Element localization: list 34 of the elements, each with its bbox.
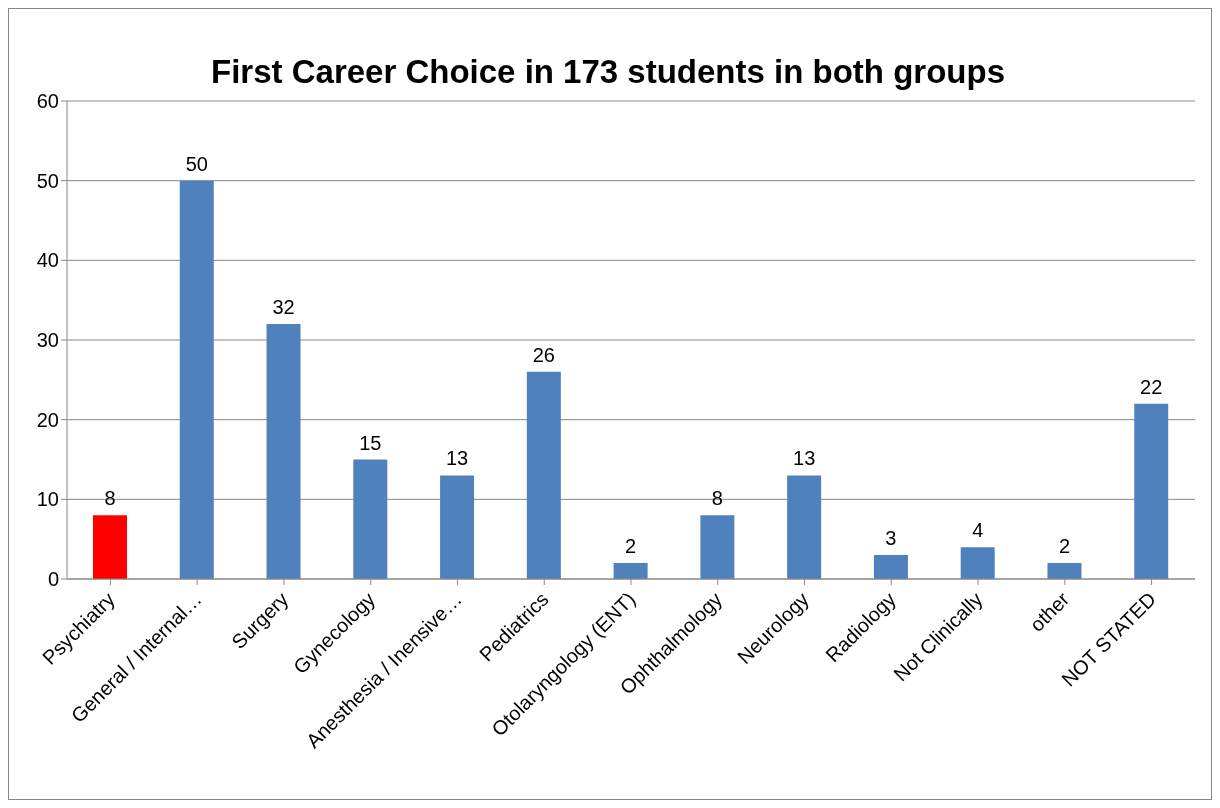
bar (873, 555, 908, 579)
bar (960, 547, 995, 579)
data-label: 15 (359, 431, 382, 454)
y-tick-label: 30 (36, 329, 59, 352)
bar (179, 180, 214, 579)
y-tick-label: 40 (36, 249, 59, 272)
bar (440, 475, 475, 579)
bar (787, 475, 822, 579)
data-label: 13 (445, 447, 469, 470)
bar (93, 515, 127, 579)
bar (266, 324, 301, 579)
bar (526, 371, 561, 579)
bar (353, 459, 388, 579)
y-tick-label: 10 (36, 488, 59, 511)
data-label: 26 (532, 343, 555, 366)
bar (700, 515, 735, 579)
y-tick-label: 20 (36, 408, 59, 431)
bar (1134, 403, 1169, 579)
data-label: 3 (885, 527, 897, 550)
data-label: 50 (185, 152, 208, 175)
data-label: 2 (625, 535, 637, 558)
data-label: 4 (972, 519, 984, 542)
chart-title: First Career Choice in 173 students in both groups (211, 53, 1005, 90)
data-label: 8 (711, 487, 723, 510)
y-tick-label: 50 (36, 169, 59, 192)
y-tick-label: 0 (47, 568, 59, 591)
data-label: 32 (272, 296, 295, 319)
data-label: 22 (1140, 375, 1163, 398)
data-label: 8 (104, 487, 116, 510)
data-label: 13 (793, 447, 816, 470)
bar (613, 563, 648, 579)
y-tick-label: 60 (36, 90, 59, 113)
bar (1047, 563, 1082, 579)
data-label: 2 (1058, 535, 1071, 558)
